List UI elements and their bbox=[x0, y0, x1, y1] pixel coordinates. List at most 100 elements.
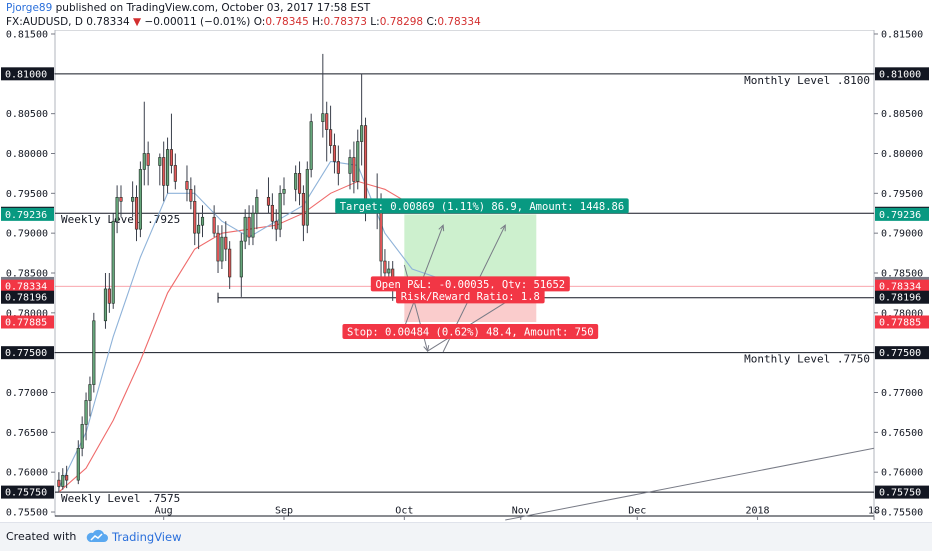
axis-badge-left-box bbox=[1, 485, 54, 499]
target-zone bbox=[404, 214, 537, 284]
candle bbox=[251, 212, 255, 238]
candle bbox=[243, 216, 247, 242]
open-label: O: bbox=[253, 16, 266, 28]
candle bbox=[348, 157, 352, 174]
y-tick-label-left: 0.78000 bbox=[6, 308, 48, 319]
candle bbox=[309, 121, 313, 170]
candle bbox=[212, 216, 216, 234]
candle bbox=[65, 475, 69, 481]
y-tick-label-right: 0.79000 bbox=[881, 229, 923, 240]
candle bbox=[278, 193, 282, 230]
axis-badge-right: 0.77500 bbox=[879, 348, 921, 359]
stop-label-box bbox=[342, 323, 599, 339]
candle bbox=[360, 125, 364, 142]
y-tick-label-left: 0.80500 bbox=[6, 109, 48, 120]
candle bbox=[270, 204, 274, 222]
publish-line: Pjorge89 published on TradingView.com, O… bbox=[6, 2, 370, 14]
trend-line bbox=[505, 447, 875, 521]
candle bbox=[111, 220, 115, 304]
risk-reward-label-box bbox=[396, 288, 545, 304]
y-tick-label-left: 0.79000 bbox=[6, 229, 48, 240]
candle bbox=[103, 288, 108, 322]
candle bbox=[379, 204, 383, 262]
axis-badge-left-box bbox=[1, 346, 54, 360]
author-link[interactable]: Pjorge89 bbox=[6, 2, 53, 14]
y-tick-label-left: 0.76500 bbox=[6, 428, 48, 439]
level-label: Monthly Level .7750 bbox=[744, 353, 870, 366]
candle bbox=[266, 197, 271, 206]
candle bbox=[158, 157, 162, 166]
candle bbox=[301, 193, 305, 226]
candle bbox=[294, 173, 298, 190]
candle bbox=[363, 125, 368, 202]
axis-badge-right-box bbox=[875, 346, 929, 360]
candle bbox=[356, 141, 360, 182]
y-tick-label-left: 0.81500 bbox=[6, 30, 48, 40]
candle bbox=[166, 149, 170, 186]
y-tick-label-right: 0.80500 bbox=[881, 109, 923, 120]
axis-badge-right: 0.81000 bbox=[879, 69, 921, 80]
level-label: Weekly Level .7575 bbox=[61, 492, 180, 505]
candle bbox=[80, 424, 84, 449]
last-price: 0.78334 bbox=[86, 16, 130, 28]
projection-arrow-head bbox=[500, 224, 506, 232]
y-tick-label-right: 0.78500 bbox=[881, 269, 923, 280]
projection-arrow bbox=[403, 225, 444, 328]
created-with-text: Created with bbox=[6, 530, 77, 543]
candle bbox=[282, 189, 286, 194]
close-value: 0.78334 bbox=[437, 16, 481, 28]
candle bbox=[84, 400, 88, 425]
axis-badge-right: 0.75750 bbox=[879, 488, 921, 499]
y-tick-label-right: 0.77000 bbox=[881, 388, 923, 399]
candle bbox=[57, 479, 61, 487]
projection-arrow-head bbox=[438, 224, 445, 232]
x-tick-label: 18 bbox=[868, 506, 880, 517]
x-tick-label: Aug bbox=[155, 506, 173, 517]
axis-badge-right-box bbox=[875, 485, 929, 499]
high-label: H: bbox=[312, 16, 324, 28]
axis-badge-right-box bbox=[875, 315, 929, 329]
candle bbox=[305, 169, 309, 226]
footer-bar: Created with TradingView bbox=[0, 522, 932, 551]
axis-badge-left-box bbox=[1, 207, 54, 221]
y-tick-label-right: 0.76500 bbox=[881, 428, 923, 439]
candle bbox=[329, 129, 333, 146]
low-value: 0.78298 bbox=[379, 16, 424, 28]
close-label: C: bbox=[426, 16, 438, 28]
price-chart[interactable]: 0.81500 0.81500 0.81000 0.81000 0.80500 0.805… bbox=[0, 30, 932, 522]
chart-header: Pjorge89 published on TradingView.com, O… bbox=[0, 0, 932, 30]
axis-badge-left: 0.81000 bbox=[5, 69, 47, 80]
candle bbox=[162, 157, 166, 186]
tradingview-brand[interactable]: TradingView bbox=[112, 530, 182, 544]
candle bbox=[61, 475, 65, 487]
axis-badge-right-box bbox=[875, 67, 929, 81]
price-change: −0.00011 (−0.01%) bbox=[144, 16, 251, 28]
y-tick-label-left: 0.78500 bbox=[6, 269, 48, 280]
y-tick-label-left: 0.76000 bbox=[6, 468, 48, 479]
candle bbox=[247, 216, 251, 238]
axis-badge-left: 0.78334 bbox=[5, 282, 47, 293]
candle bbox=[352, 157, 356, 182]
candle bbox=[274, 220, 278, 230]
candle bbox=[383, 260, 387, 274]
axis-badge-left: 0.79236 bbox=[5, 210, 47, 221]
y-tick-label-right: 0.80000 bbox=[881, 149, 923, 160]
axis-badge-right: 0.77885 bbox=[879, 317, 921, 328]
low-label: L: bbox=[370, 16, 380, 28]
target-label-box bbox=[335, 198, 629, 214]
risk-reward-label: Risk/Reward Ratio: 1.8 bbox=[401, 291, 540, 303]
open-value: 0.78345 bbox=[265, 16, 309, 28]
axis-badge-right-box bbox=[875, 279, 929, 293]
x-tick-label: Oct bbox=[395, 506, 413, 517]
candle bbox=[197, 224, 201, 234]
y-tick-label-left: 0.79500 bbox=[6, 189, 48, 200]
candle bbox=[115, 197, 119, 222]
candle bbox=[119, 197, 123, 202]
candle bbox=[88, 384, 92, 401]
candle bbox=[220, 236, 224, 262]
level-label: Monthly Level .8100 bbox=[744, 74, 870, 87]
candle bbox=[146, 153, 150, 166]
y-tick-label-left: 0.77000 bbox=[6, 388, 48, 399]
candle bbox=[228, 248, 232, 278]
candle bbox=[216, 232, 220, 262]
